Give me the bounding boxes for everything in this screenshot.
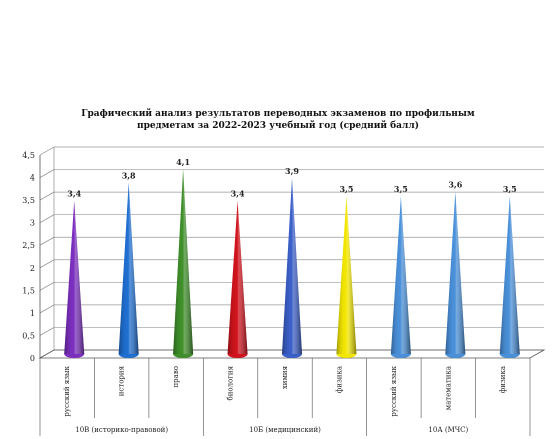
y-tick-label: 4,5 xyxy=(22,151,35,160)
y-tick-label: 2 xyxy=(30,264,35,273)
y-tick-label: 2,5 xyxy=(22,241,35,250)
y-tick-label: 0,5 xyxy=(22,331,35,340)
cone-shading xyxy=(118,182,139,354)
data-label: 3,4 xyxy=(231,189,245,199)
cone-shading xyxy=(64,200,85,354)
category-label: физика xyxy=(335,366,343,393)
category-label: русский язык xyxy=(390,365,398,416)
category-label: физика xyxy=(499,366,507,393)
y-tick-label: 3,5 xyxy=(22,196,35,205)
category-label: математика xyxy=(444,366,452,410)
chart-title-line-2: предметам за 2022-2023 учебный год (сред… xyxy=(137,121,419,131)
data-label: 3,5 xyxy=(503,184,517,194)
group-label: 10А (МЧС) xyxy=(428,426,468,434)
gridline-depth xyxy=(39,214,55,223)
data-label: 3,5 xyxy=(339,184,353,194)
data-label: 3,8 xyxy=(122,171,136,181)
cone-shading xyxy=(499,196,520,354)
group-label: 10В (историко-правовой) xyxy=(75,426,168,434)
cone-shading xyxy=(227,200,248,354)
gridline-depth xyxy=(39,327,55,336)
y-tick-label: 1 xyxy=(30,309,35,318)
category-label: химия xyxy=(281,365,289,389)
chart-title: Графический анализ результатов переводны… xyxy=(20,108,536,132)
gridline-depth xyxy=(39,259,55,269)
data-label: 3,9 xyxy=(285,166,299,176)
cone-shading xyxy=(336,196,357,354)
category-label: история xyxy=(118,365,126,396)
data-label: 3,5 xyxy=(394,184,408,194)
gridline-depth xyxy=(39,304,55,314)
category-label: биология xyxy=(227,365,235,400)
cone-shading xyxy=(445,191,466,354)
cone-shading xyxy=(173,169,194,354)
data-label: 3,4 xyxy=(67,189,81,199)
gridline-depth xyxy=(39,282,55,291)
y-tick-label: 1,5 xyxy=(22,286,35,295)
gridline-depth xyxy=(39,169,55,178)
cone-shading xyxy=(390,196,411,354)
gridline-depth xyxy=(39,191,55,201)
category-label: русский язык xyxy=(63,365,71,416)
y-tick-label: 3 xyxy=(30,219,35,228)
gridline-depth xyxy=(39,146,55,156)
gridline-depth xyxy=(39,236,55,246)
category-label: право xyxy=(172,366,180,387)
data-label: 3,6 xyxy=(448,180,462,190)
y-tick-label: 0 xyxy=(30,354,35,363)
cone-shading xyxy=(282,178,302,354)
group-label: 10Б (медицинский) xyxy=(249,426,321,434)
data-label: 4,1 xyxy=(176,157,190,167)
chart-title-line-1: Графический анализ результатов переводны… xyxy=(81,109,475,119)
y-tick-label: 4 xyxy=(30,174,35,183)
